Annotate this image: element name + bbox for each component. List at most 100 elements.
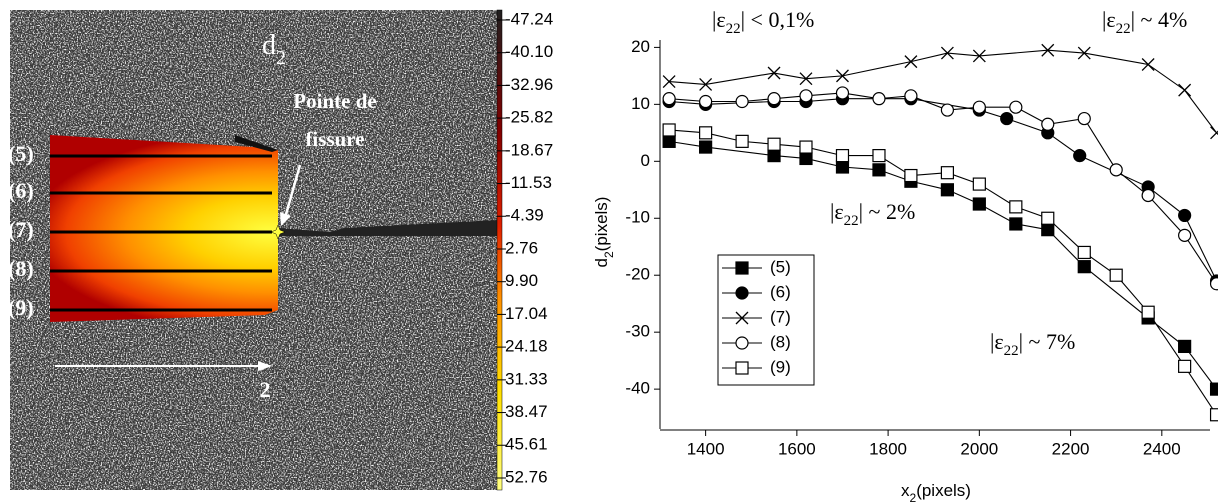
marker (835, 86, 850, 100)
marker (1009, 100, 1023, 114)
marker (1178, 208, 1192, 223)
y-tick-label: 20 (631, 37, 650, 56)
marker (1209, 382, 1218, 396)
marker (904, 168, 918, 183)
marker (735, 286, 749, 300)
tip-arrowhead (280, 212, 291, 226)
marker (1209, 277, 1218, 291)
image-title-part: d (262, 30, 276, 61)
colorbar-tick-label: -32.96 (505, 75, 553, 94)
marker (972, 177, 986, 191)
row-label: (7) (8, 217, 34, 242)
y-tick-label: -30 (625, 322, 650, 341)
annotation: |ε22| ~ 7% (990, 329, 1075, 359)
annotation: |ε22| ~ 2% (830, 199, 915, 229)
legend-label: (5) (770, 257, 791, 276)
marker (1041, 43, 1055, 57)
marker (1178, 228, 1192, 242)
marker (735, 94, 749, 109)
marker (1141, 188, 1155, 203)
marker (1209, 408, 1218, 422)
x-tick-label: 1600 (778, 439, 816, 458)
marker (767, 149, 781, 163)
series-line (669, 49, 1218, 134)
marker (1109, 163, 1123, 177)
y-axis-title-part: 2 (602, 251, 616, 258)
y-axis-title-part: d (592, 258, 611, 267)
marker (835, 160, 850, 174)
marker (699, 140, 713, 154)
legend-label: (8) (770, 332, 791, 351)
heatmap-corner (235, 135, 278, 152)
y-tick-label: 10 (631, 94, 650, 113)
row-label: (8) (8, 256, 34, 281)
marker (1041, 117, 1055, 131)
colorbar-tick-label: 24.18 (505, 337, 548, 356)
annotation: Pointe de (293, 89, 376, 113)
marker (699, 94, 713, 109)
marker (799, 72, 813, 86)
legend-box (717, 254, 815, 386)
colorbar-tick-label: -25.82 (505, 108, 553, 127)
x-tick-label: 2200 (1052, 439, 1090, 458)
marker (1077, 111, 1091, 126)
marker (1178, 83, 1192, 97)
annotation-part: |ε (712, 7, 726, 32)
marker (1077, 46, 1091, 60)
annotation: fissure (305, 127, 364, 151)
crack-tip (270, 224, 286, 240)
marker (799, 151, 813, 166)
heatmap (50, 135, 278, 322)
marker (735, 134, 749, 148)
marker (940, 46, 954, 60)
marker (699, 126, 713, 140)
annotation-part: |ε (830, 199, 844, 224)
marker (1041, 223, 1055, 237)
colorbar-tick-label: -4.39 (505, 206, 544, 225)
profile-lines (50, 154, 272, 312)
marker (972, 100, 986, 114)
tip-arrow (283, 164, 302, 219)
colorbar-tick-label: 52.76 (505, 467, 548, 486)
crack (278, 220, 497, 236)
colorbar-tick-label: -47.24 (505, 9, 553, 28)
marker (1077, 245, 1091, 260)
colorbar-tick-label: 38.47 (505, 402, 548, 421)
chart: -40 -30 -20 -10 0 10 20 1400 1600 1800 2000 2200 240… (625, 37, 1218, 458)
x-axis-title: x2(pixels) (901, 481, 971, 502)
colorbar-tick-label: 31.33 (505, 369, 548, 388)
marker (872, 163, 886, 177)
marker (735, 361, 749, 375)
row-label: (6) (8, 178, 34, 203)
marker (940, 103, 955, 117)
colorbar-tick-label: -40.10 (505, 42, 553, 61)
annotation-part: |ε (990, 329, 1004, 354)
marker (1109, 268, 1123, 282)
marker (1141, 305, 1155, 319)
marker (662, 75, 676, 89)
annotation: |ε22| ~ 4% (1102, 7, 1187, 37)
marker (735, 311, 749, 325)
marker (972, 49, 986, 63)
marker (1210, 126, 1218, 140)
annotation-part: 22 (844, 213, 859, 229)
marker (872, 149, 886, 163)
marker (1077, 260, 1091, 274)
marker (1009, 200, 1023, 214)
legend-label: (6) (770, 282, 791, 301)
y-tick-label: -10 (625, 208, 650, 227)
annotation-part: |ε (1102, 7, 1116, 32)
y-tick-label: -40 (625, 379, 650, 398)
x-axis-title-part: x (901, 481, 910, 500)
x-axis-title-part: (pixels) (916, 481, 971, 500)
annotation-part: 22 (1116, 21, 1131, 37)
colorbar (496, 9, 503, 491)
x-tick-label: 2000 (960, 439, 998, 458)
marker (1178, 339, 1192, 354)
direction-arrowhead (258, 361, 272, 371)
marker (940, 183, 955, 197)
marker (767, 66, 781, 80)
marker (872, 92, 886, 106)
y-axis-title: d2(pixels) (592, 197, 616, 268)
